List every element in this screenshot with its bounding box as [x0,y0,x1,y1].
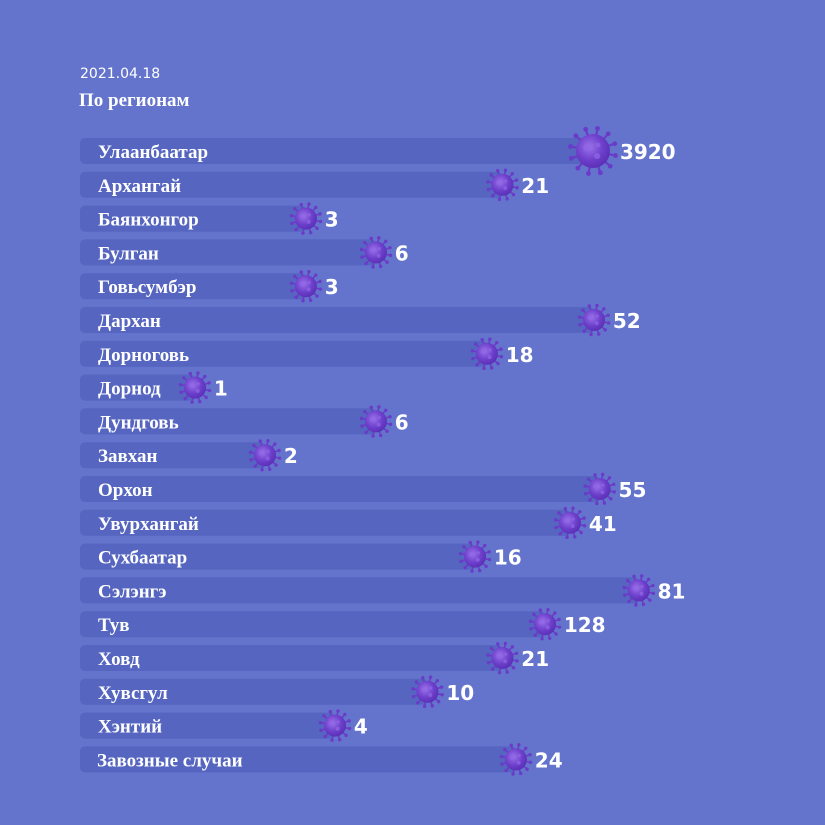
category-label: Тув [98,615,130,636]
bar [80,239,376,266]
value-label: 1 [214,377,228,401]
value-label: 52 [613,309,641,333]
category-label: Хэнтий [98,717,162,738]
value-label: 41 [589,512,617,536]
value-label: 81 [658,579,686,603]
bar [80,645,503,671]
value-label: 128 [564,613,606,637]
value-label: 2 [284,444,298,468]
value-label: 3920 [620,140,676,164]
virus-icon [411,675,444,709]
virus-icon [318,709,352,742]
virus-icon [486,641,519,675]
bar [80,307,595,333]
chart-title: По регионам [79,90,190,111]
bar [80,712,335,739]
value-label: 10 [446,681,474,705]
virus-icon [528,607,562,641]
category-label: Архангай [98,176,181,197]
bar [80,171,503,198]
date-label: 2021.04.18 [80,66,161,82]
virus-icon [486,168,519,202]
value-label: 3 [325,208,339,232]
virus-icon [470,337,504,371]
bar [80,408,376,435]
bar [80,678,428,705]
category-label: Булган [98,243,159,264]
category-label: Завозные случаи [97,750,243,771]
virus-icon [178,371,212,404]
virus-icon [622,574,656,607]
bar [80,543,475,570]
category-label: Улаанбаатар [98,142,208,163]
virus-icon [359,236,393,269]
virus-icon [577,303,611,337]
virus-icon [499,743,533,776]
value-label: 3 [325,275,339,299]
bar [80,374,195,401]
category-label: Сэлэнгэ [98,581,166,602]
bar [80,273,306,300]
value-label: 24 [535,748,563,772]
virus-icon [359,405,393,438]
category-label: Сухбаатар [98,548,187,569]
value-label: 16 [494,546,522,570]
category-label: Орхон [98,480,153,501]
category-label: Хувсгул [98,683,168,704]
virus-icon [289,202,323,235]
category-label: Дундговь [98,412,179,433]
bar [80,509,571,536]
bar [80,476,600,502]
value-label: 6 [395,241,409,265]
value-label: 21 [521,174,549,198]
category-label: Баянхонгор [98,210,199,231]
virus-icon [583,472,616,506]
category-label: Говьсумбэр [98,277,196,298]
category-label: Дархан [98,311,161,332]
category-label: Ховд [98,649,140,670]
value-label: 6 [395,410,409,434]
category-label: Завхан [98,446,158,467]
category-label: Увурхангай [98,514,199,535]
value-label: 55 [619,478,647,502]
value-label: 18 [506,343,534,367]
virus-icon [568,126,618,176]
virus-icon [248,438,282,472]
value-label: 21 [521,647,549,671]
bar [80,611,545,638]
category-label: Дорнод [98,379,161,400]
value-label: 4 [354,715,368,739]
bar [80,205,306,232]
virus-icon [553,506,587,540]
category-label: Дорноговь [98,345,189,366]
virus-icon [289,269,323,303]
bar [80,442,265,469]
bar [80,138,593,164]
bar [80,577,639,604]
bar [80,746,516,773]
virus-icon [458,540,492,573]
bar [80,340,487,367]
